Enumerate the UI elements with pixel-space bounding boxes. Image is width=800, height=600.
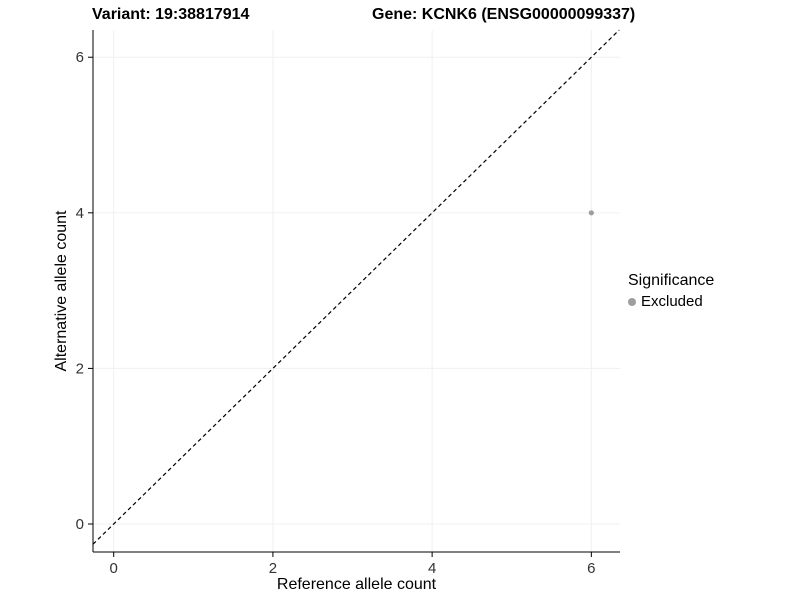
y-axis-label: Alternative allele count: [53, 210, 70, 372]
svg-text:2: 2: [269, 560, 277, 577]
legend: Significance Excluded: [628, 272, 714, 310]
legend-entry-excluded: Excluded: [628, 293, 714, 310]
x-axis-label: Reference allele count: [276, 576, 437, 593]
svg-text:0: 0: [110, 560, 118, 577]
svg-text:6: 6: [76, 49, 84, 66]
svg-text:0: 0: [76, 516, 84, 533]
svg-text:6: 6: [587, 560, 595, 577]
plot-title-variant: Variant: 19:38817914: [92, 6, 250, 23]
legend-title: Significance: [628, 272, 715, 289]
legend-entry-label: Excluded: [641, 293, 703, 310]
svg-text:2: 2: [76, 360, 84, 377]
svg-text:4: 4: [428, 560, 436, 577]
svg-text:4: 4: [76, 205, 84, 222]
legend-dot-icon: [628, 297, 636, 306]
plot-title-gene: Gene: KCNK6 (ENSG00000099337): [372, 6, 636, 23]
